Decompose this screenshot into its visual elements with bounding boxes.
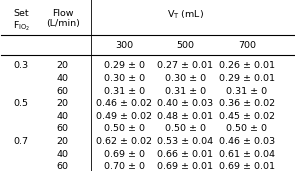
Text: 300: 300 bbox=[115, 41, 133, 50]
Text: Set
$\mathrm{F_{IO_2}}$: Set $\mathrm{F_{IO_2}}$ bbox=[13, 9, 30, 33]
Text: 20: 20 bbox=[57, 99, 69, 108]
Text: 0.26 ± 0.01: 0.26 ± 0.01 bbox=[219, 61, 275, 70]
Text: 0.29 ± 0.01: 0.29 ± 0.01 bbox=[219, 74, 275, 83]
Text: 0.50 ± 0: 0.50 ± 0 bbox=[226, 124, 267, 133]
Text: 0.62 ± 0.02: 0.62 ± 0.02 bbox=[96, 137, 152, 146]
Text: 0.61 ± 0.04: 0.61 ± 0.04 bbox=[219, 150, 275, 159]
Text: 0.69 ± 0.01: 0.69 ± 0.01 bbox=[219, 162, 275, 171]
Text: 0.36 ± 0.02: 0.36 ± 0.02 bbox=[219, 99, 275, 108]
Text: 0.30 ± 0: 0.30 ± 0 bbox=[165, 74, 206, 83]
Text: 20: 20 bbox=[57, 137, 69, 146]
Text: 20: 20 bbox=[57, 61, 69, 70]
Text: 0.31 ± 0: 0.31 ± 0 bbox=[226, 87, 268, 96]
Text: 0.29 ± 0: 0.29 ± 0 bbox=[104, 61, 145, 70]
Text: 500: 500 bbox=[176, 41, 194, 50]
Text: 60: 60 bbox=[57, 124, 69, 133]
Text: $\mathrm{V_T}$ (mL): $\mathrm{V_T}$ (mL) bbox=[167, 9, 204, 21]
Text: 0.50 ± 0: 0.50 ± 0 bbox=[165, 124, 206, 133]
Text: 0.69 ± 0.01: 0.69 ± 0.01 bbox=[158, 162, 214, 171]
Text: 0.31 ± 0: 0.31 ± 0 bbox=[165, 87, 206, 96]
Text: 40: 40 bbox=[57, 112, 69, 121]
Text: 0.69 ± 0: 0.69 ± 0 bbox=[104, 150, 145, 159]
Text: 0.66 ± 0.01: 0.66 ± 0.01 bbox=[158, 150, 214, 159]
Text: 0.40 ± 0.03: 0.40 ± 0.03 bbox=[158, 99, 214, 108]
Text: 60: 60 bbox=[57, 162, 69, 171]
Text: 700: 700 bbox=[238, 41, 256, 50]
Text: Flow
(L/min): Flow (L/min) bbox=[46, 9, 80, 28]
Text: 0.50 ± 0: 0.50 ± 0 bbox=[104, 124, 145, 133]
Text: 0.46 ± 0.03: 0.46 ± 0.03 bbox=[219, 137, 275, 146]
Text: 0.5: 0.5 bbox=[13, 99, 28, 108]
Text: 0.7: 0.7 bbox=[13, 137, 28, 146]
Text: 40: 40 bbox=[57, 74, 69, 83]
Text: 40: 40 bbox=[57, 150, 69, 159]
Text: 0.49 ± 0.02: 0.49 ± 0.02 bbox=[96, 112, 152, 121]
Text: 0.45 ± 0.02: 0.45 ± 0.02 bbox=[219, 112, 275, 121]
Text: 0.46 ± 0.02: 0.46 ± 0.02 bbox=[96, 99, 152, 108]
Text: 0.27 ± 0.01: 0.27 ± 0.01 bbox=[158, 61, 214, 70]
Text: 0.3: 0.3 bbox=[13, 61, 28, 70]
Text: 0.53 ± 0.04: 0.53 ± 0.04 bbox=[158, 137, 214, 146]
Text: 0.30 ± 0: 0.30 ± 0 bbox=[104, 74, 145, 83]
Text: 0.48 ± 0.01: 0.48 ± 0.01 bbox=[158, 112, 214, 121]
Text: 60: 60 bbox=[57, 87, 69, 96]
Text: 0.31 ± 0: 0.31 ± 0 bbox=[104, 87, 145, 96]
Text: 0.70 ± 0: 0.70 ± 0 bbox=[104, 162, 145, 171]
